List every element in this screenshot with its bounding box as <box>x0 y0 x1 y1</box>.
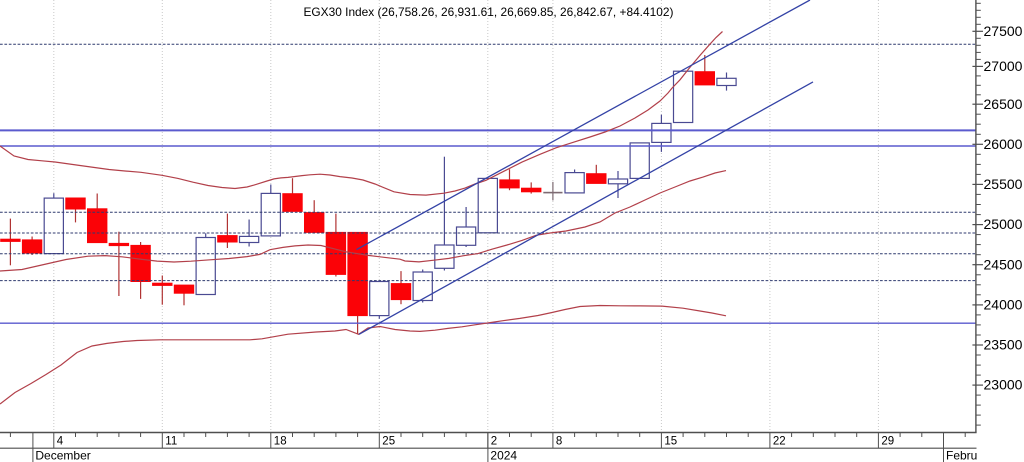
svg-text:18: 18 <box>274 435 287 447</box>
svg-text:2024: 2024 <box>490 448 517 462</box>
svg-text:December: December <box>35 448 90 462</box>
svg-text:25500: 25500 <box>984 176 1023 192</box>
svg-text:8: 8 <box>556 435 562 447</box>
svg-text:27500: 27500 <box>984 23 1023 39</box>
svg-text:25000: 25000 <box>984 216 1023 232</box>
svg-text:22: 22 <box>773 435 786 447</box>
svg-text:15: 15 <box>664 435 677 447</box>
svg-text:23500: 23500 <box>984 337 1023 353</box>
svg-text:23000: 23000 <box>984 377 1023 393</box>
svg-text:24500: 24500 <box>984 256 1023 272</box>
svg-text:Febru: Febru <box>946 448 977 462</box>
svg-text:27000: 27000 <box>984 58 1023 74</box>
svg-text:4: 4 <box>57 435 64 447</box>
svg-text:2: 2 <box>491 435 497 447</box>
svg-text:24000: 24000 <box>984 297 1023 313</box>
svg-text:26000: 26000 <box>984 136 1023 152</box>
svg-text:EGX30 Index (26,758.26, 26,931: EGX30 Index (26,758.26, 26,931.61, 26,66… <box>304 5 674 19</box>
svg-text:29: 29 <box>881 435 894 447</box>
svg-text:25: 25 <box>382 435 395 447</box>
svg-text:26500: 26500 <box>984 96 1023 112</box>
svg-text:11: 11 <box>165 435 177 447</box>
